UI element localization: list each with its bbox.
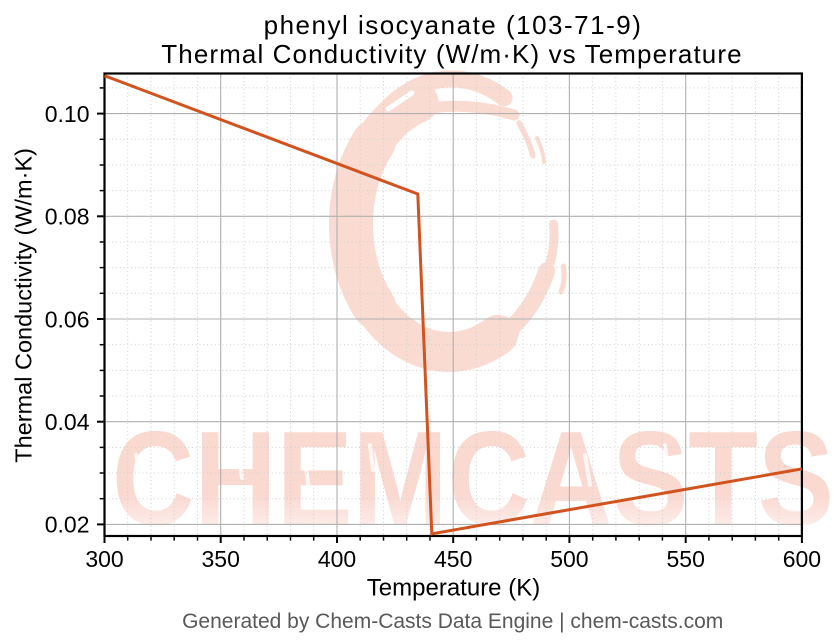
svg-text:0.10: 0.10 xyxy=(45,101,90,127)
svg-text:CHEMCASTS: CHEMCASTS xyxy=(112,405,834,554)
svg-text:600: 600 xyxy=(783,546,821,572)
svg-text:550: 550 xyxy=(667,546,705,572)
svg-text:300: 300 xyxy=(85,546,123,572)
svg-text:phenyl isocyanate (103-71-9): phenyl isocyanate (103-71-9) xyxy=(264,10,643,40)
svg-text:0.02: 0.02 xyxy=(45,512,90,538)
svg-text:Generated by Chem-Casts Data E: Generated by Chem-Casts Data Engine | ch… xyxy=(182,610,723,633)
svg-text:0.08: 0.08 xyxy=(45,204,90,230)
svg-text:450: 450 xyxy=(434,546,472,572)
svg-text:Temperature (K): Temperature (K) xyxy=(367,574,540,601)
svg-text:400: 400 xyxy=(318,546,356,572)
svg-text:0.06: 0.06 xyxy=(45,306,90,332)
svg-text:0.04: 0.04 xyxy=(45,409,90,435)
svg-text:Thermal Conductivity (W/m·K) v: Thermal Conductivity (W/m·K) vs Temperat… xyxy=(161,39,742,69)
svg-text:Thermal Conductivity (W/m·K): Thermal Conductivity (W/m·K) xyxy=(10,148,36,463)
svg-text:350: 350 xyxy=(202,546,240,572)
svg-text:500: 500 xyxy=(550,546,588,572)
